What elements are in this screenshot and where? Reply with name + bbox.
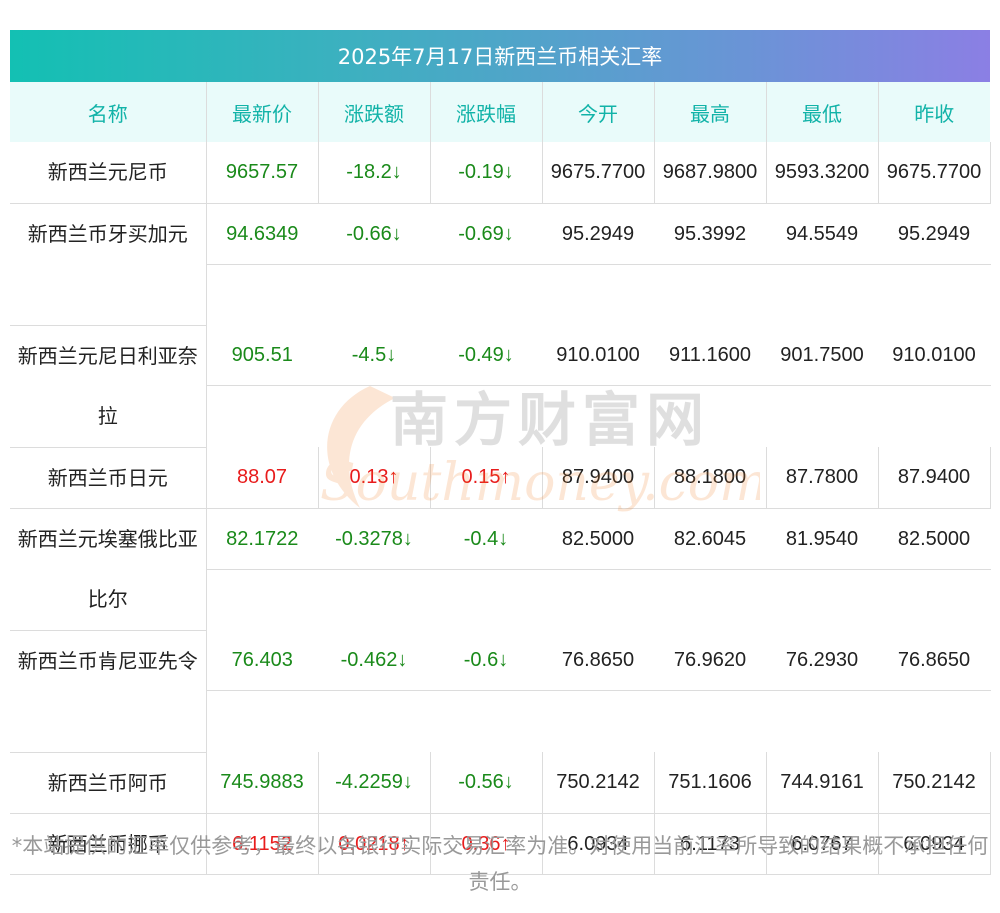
cell-prev-close: 76.8650 [877,630,991,752]
cell-latest-price: 9657.57 [206,142,319,204]
cell-change-pct: -0.6↓ [429,630,543,752]
cell-change-pct: -0.69↓ [429,203,543,325]
cell-high: 751.1606 [654,752,767,814]
header-open: 今开 [542,82,655,142]
cell-prev-close: 9675.7700 [878,142,991,204]
currency-pair-name: 新西兰元尼币 [10,142,207,204]
cell-change-pct: -0.49↓ [429,325,543,447]
header-change-pct: 涨跌幅 [430,82,543,142]
cell-high: 76.9620 [653,630,767,752]
table-row: 新西兰币肯尼亚先令 76.403 -0.462↓ -0.6↓ 76.8650 76.962… [10,630,991,753]
cell-prev-close: 750.2142 [878,752,991,814]
table-header-row: 名称 最新价 涨跌额 涨跌幅 今开 最高 最低 昨收 [10,82,990,142]
cell-open: 87.9400 [542,447,655,509]
cell-latest-price: 6.1152 [206,813,319,875]
cell-low: 76.2930 [765,630,879,752]
table-body: 新西兰元尼币 9657.57 -18.2↓ -0.19↓ 9675.7700 9687.9… [10,142,991,875]
table-title: 2025年7月17日新西兰币相关汇率 [10,30,990,82]
cell-prev-close: 910.0100 [877,325,991,447]
cell-change-pct: 0.15↑ [430,447,543,509]
cell-latest-price: 76.403 [205,630,319,752]
table-row: 新西兰币牙买加元 94.6349 -0.66↓ -0.69↓ 95.2949 95.399… [10,203,991,326]
table-row: 新西兰币阿币 745.9883 -4.2259↓ -0.56↓ 750.2142 751.… [10,752,991,814]
cell-prev-close: 87.9400 [878,447,991,509]
cell-change-pct: -0.19↓ [430,142,543,204]
cell-low: 744.9161 [766,752,879,814]
cell-high: 9687.9800 [654,142,767,204]
cell-open: 76.8650 [541,630,655,752]
table-row: 新西兰元埃塞俄比亚比尔 82.1722 -0.3278↓ -0.4↓ 82.5000 82… [10,508,991,631]
cell-change-amount: -18.2↓ [318,142,431,204]
cell-latest-price: 94.6349 [205,203,319,325]
cell-high: 95.3992 [653,203,767,325]
table-row: 新西兰元尼日利亚奈拉 905.51 -4.5↓ -0.49↓ 910.0100 911.1… [10,325,991,448]
currency-pair-name: 新西兰币肯尼亚先令 [10,630,207,753]
table-row: 新西兰元尼币 9657.57 -18.2↓ -0.19↓ 9675.7700 9687.9… [10,142,991,204]
cell-change-amount: -4.2259↓ [318,752,431,814]
currency-pair-name: 新西兰币挪币 [10,813,207,875]
cell-change-pct: 0.36↑ [430,813,543,875]
cell-latest-price: 88.07 [206,447,319,509]
cell-open: 95.2949 [541,203,655,325]
cell-change-amount: 0.0218↑ [318,813,431,875]
cell-high: 82.6045 [653,508,767,630]
cell-change-pct: -0.4↓ [429,508,543,630]
cell-low: 87.7800 [766,447,879,509]
header-prev-close: 昨收 [878,82,990,142]
disclaimer-footer: *本站提供的汇率仅供参考，最终以各银行实际交易汇率为准。对使用当前汇率所导致的结… [11,834,989,894]
currency-pair-name: 新西兰元尼日利亚奈拉 [10,325,207,448]
cell-open: 82.5000 [541,508,655,630]
cell-change-amount: -0.462↓ [317,630,431,752]
cell-change-pct: -0.56↓ [430,752,543,814]
cell-latest-price: 82.1722 [205,508,319,630]
header-name: 名称 [10,82,207,142]
cell-low: 94.5549 [765,203,879,325]
cell-prev-close: 95.2949 [877,203,991,325]
cell-open: 910.0100 [541,325,655,447]
cell-high: 911.1600 [653,325,767,447]
table-row: 新西兰币挪币 6.1152 0.0218↑ 0.36↑ 6.0934 6.1173 6.07… [10,813,991,875]
currency-pair-name: 新西兰元埃塞俄比亚比尔 [10,508,207,631]
cell-prev-close: 82.5000 [877,508,991,630]
cell-change-amount: 0.13↑ [318,447,431,509]
table-row: 新西兰币日元 88.07 0.13↑ 0.15↑ 87.9400 88.1800 87.78… [10,447,991,509]
cell-change-amount: -4.5↓ [317,325,431,447]
currency-pair-name: 新西兰币牙买加元 [10,203,207,326]
currency-pair-name: 新西兰币日元 [10,447,207,509]
header-high: 最高 [654,82,767,142]
cell-open: 9675.7700 [542,142,655,204]
cell-latest-price: 905.51 [205,325,319,447]
header-low: 最低 [766,82,879,142]
header-change: 涨跌额 [318,82,431,142]
cell-high: 88.1800 [654,447,767,509]
cell-open: 6.0934 [542,813,655,875]
cell-low: 81.9540 [765,508,879,630]
cell-open: 750.2142 [542,752,655,814]
exchange-rate-table: 名称 最新价 涨跌额 涨跌幅 今开 最高 最低 昨收 新西兰元尼币 9657.57… [10,82,991,875]
cell-low: 6.0767 [766,813,879,875]
cell-low: 9593.3200 [766,142,879,204]
cell-latest-price: 745.9883 [206,752,319,814]
cell-change-amount: -0.66↓ [317,203,431,325]
currency-pair-name: 新西兰币阿币 [10,752,207,814]
cell-prev-close: 6.0934 [878,813,991,875]
header-latest: 最新价 [206,82,319,142]
cell-low: 901.7500 [765,325,879,447]
cell-high: 6.1173 [654,813,767,875]
cell-change-amount: -0.3278↓ [317,508,431,630]
